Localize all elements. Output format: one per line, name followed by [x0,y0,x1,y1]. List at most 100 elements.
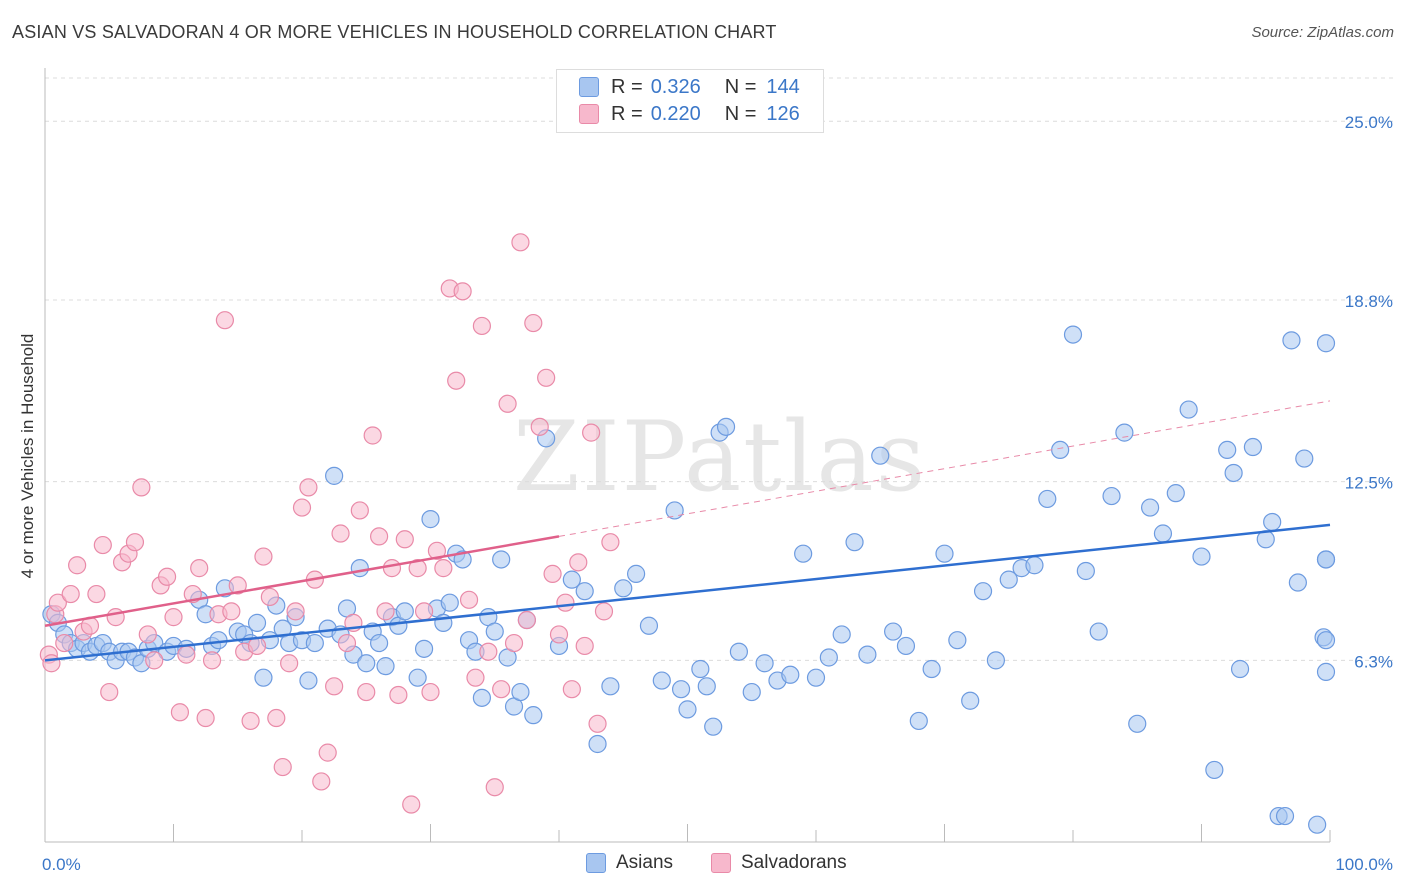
salvadoran-point [447,371,466,390]
asian-point [614,579,633,598]
salvadoran-point [395,530,414,549]
legend-row-salvadorans: R = 0.220 N = 126 [579,101,800,127]
y-tick-label: 18.8% [1345,292,1393,311]
legend-item-asians[interactable]: Asians [586,852,673,874]
salvadoran-point [61,584,80,604]
salvadoran-point [68,556,87,575]
salvadoran-point [222,602,241,621]
asian-point [665,501,684,520]
asian-point [453,550,472,569]
salvadoran-trend-extension [558,400,1331,537]
asian-point [678,700,697,719]
salvadoran-point [492,680,511,699]
salvadoran-point [382,559,402,578]
salvadoran-point [459,590,479,609]
salvadoran-point [267,708,286,728]
salvadoran-point [466,668,485,687]
asian-trend-line [44,523,1331,662]
salvadoran-point [594,602,614,621]
asian-point [492,550,511,569]
asian-point [639,616,659,635]
salvadoran-point [157,567,177,586]
asian-point [408,668,427,687]
asian-point [1192,547,1211,566]
r-label: R = [611,102,643,125]
asian-point [986,651,1006,670]
asian-point [1205,760,1224,780]
asian-point [652,671,671,690]
salvadoran-point [427,541,447,560]
asian-point [325,466,344,485]
salvadoran-point [145,651,164,670]
salvadoran-point [215,311,234,330]
salvadoran-point [472,316,491,336]
salvadoran-point [569,553,588,572]
salvadoran-point [299,478,318,497]
salvadoran-point [280,654,299,673]
salvadoran-point [504,633,524,653]
salvadoran-point [42,654,61,673]
salvadoran-point [402,795,421,814]
salvadoran-point [543,564,562,583]
legend-swatch-salvadorans [579,104,599,124]
salvadoran-point [190,559,209,578]
salvadoran-point [241,711,260,731]
salvadoran-point [537,368,556,387]
salvadoran-point [376,602,395,621]
salvadoran-point [247,636,267,656]
salvadoran-point [408,559,427,578]
asian-point [1063,325,1083,344]
asian-point [588,734,607,754]
asian-point [1288,573,1307,592]
asian-point [1038,489,1057,509]
salvadoran-point [350,501,369,520]
salvadoran-point [337,633,357,653]
salvadoran-point [479,642,498,661]
legend-swatch-asians [579,77,599,97]
asian-point [1153,524,1173,543]
asian-point [1308,815,1327,834]
salvadoran-point [260,587,279,607]
asian-point [806,668,826,687]
salvadoran-point [575,636,594,656]
asian-point [858,645,877,664]
n-label: N = [724,75,757,98]
asian-point [961,691,980,710]
salvadoran-point [517,610,536,630]
asian-point [1316,334,1336,353]
y-tick-label: 12.5% [1345,474,1393,493]
asian-point [440,593,459,612]
asian-point [1179,400,1198,419]
salvadoran-point [549,625,569,644]
legend-item-salvadorans[interactable]: Salvadorans [711,852,847,874]
asian-point [254,668,273,687]
asian-point [1243,437,1263,457]
asian-point [370,633,389,653]
salvadoran-point [331,524,350,543]
salvadoran-trend-line [44,535,560,628]
salvadoran-point [530,417,549,436]
legend-swatch-asians [586,853,606,873]
salvadoran-point [273,757,292,777]
x-tick-label: 100.0% [1335,855,1393,874]
salvadoran-point [286,602,305,621]
asian-point [626,564,646,583]
series-legend: Asians Salvadorans [0,852,1406,876]
asian-point [1166,484,1185,503]
asian-point [845,533,864,552]
asian-point [299,671,318,690]
asian-point [357,654,376,673]
asian-point [1282,331,1301,350]
asian-point [832,625,851,644]
salvadoran-point [55,633,74,653]
asian-point [247,613,267,632]
salvadoran-point [132,478,151,497]
asian-point [1230,659,1250,679]
asian-point [1102,486,1121,506]
salvadoran-point [106,608,125,627]
salvadoran-point [556,593,575,612]
asian-point [1089,622,1108,641]
salvadoran-point [202,651,222,670]
salvadoran-point [498,394,517,413]
